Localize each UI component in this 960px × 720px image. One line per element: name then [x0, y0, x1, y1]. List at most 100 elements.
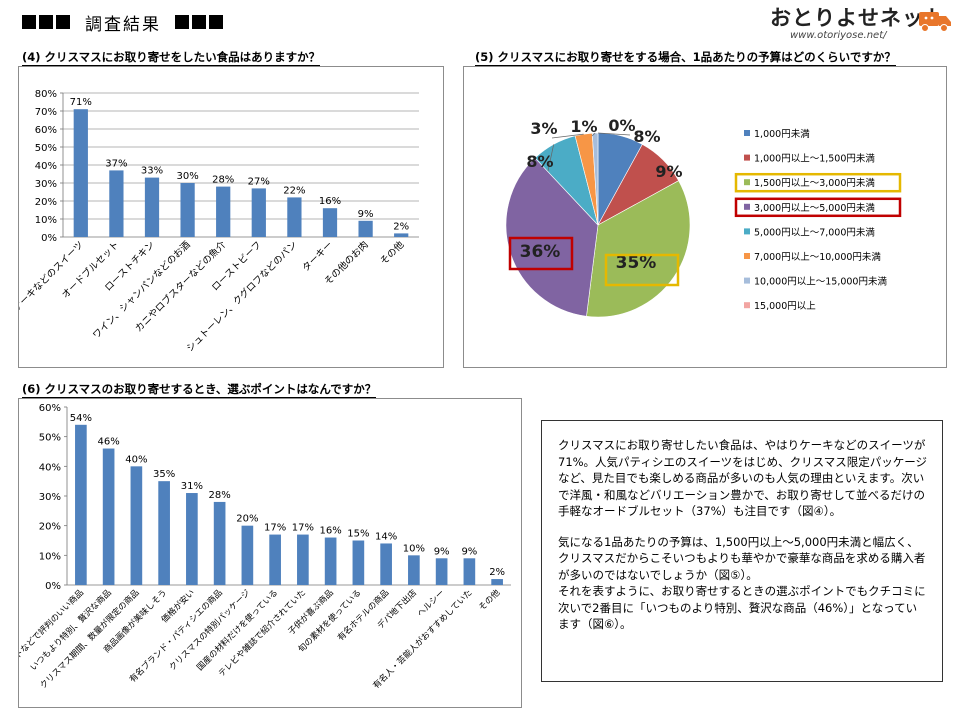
chart6-value-label: 46%: [98, 437, 120, 448]
chart5-leader-line: [547, 144, 555, 172]
chart4-value-label: 16%: [319, 196, 341, 207]
logo-text: おとりよせネット: [770, 6, 946, 30]
chart5-legend-swatch: [744, 179, 750, 186]
chart6-value-label: 31%: [181, 481, 203, 492]
chart5-legend-swatch: [744, 228, 750, 235]
chart6-bar: [75, 424, 87, 585]
chart6-value-label: 17%: [264, 523, 286, 534]
chart6-category-label: 有名ホテルの商品: [335, 587, 391, 643]
chart4-value-label: 2%: [393, 221, 409, 232]
chart5-legend-swatch: [744, 130, 750, 136]
chart6-title: (6) クリスマスのお取り寄せするとき、選ぶポイントはなんですか？: [22, 382, 377, 398]
chart4-svg: 0%10%20%30%40%50%60%70%80%71%ケーキなどのスイーツ3…: [11, 89, 419, 354]
chart5-leader-line: [597, 132, 631, 136]
chart4-y-tick-label: 80%: [35, 89, 57, 100]
chart4-value-label: 22%: [283, 185, 305, 196]
chart6-bar: [408, 555, 420, 585]
chart6-y-tick-label: 30%: [39, 492, 61, 503]
chart5-value-label: 0%: [608, 116, 635, 135]
chart4-value-label: 9%: [358, 209, 374, 220]
chart5-legend-swatch: [744, 203, 750, 210]
chart6-bar: [269, 534, 281, 585]
delivery-truck-icon: [919, 12, 951, 32]
chart6-bar: [435, 558, 448, 585]
chart5-svg: 8% 9% 35% 36% 8% 3% 1% 0% 1,000円未満 1,000円以上～1,500…: [505, 116, 902, 318]
chart5-title: (5) クリスマスにお取り寄せをする場合、1品あたりの予算はどのくらいですか？: [475, 50, 896, 66]
chart6-category-label: 有名人・芸能人がおすすめしていた: [371, 587, 475, 691]
chart6-y-tick-label: 50%: [39, 433, 61, 444]
chart4-panel: 0% 10% 20% 30% 40% 50% 60% 70% 80% 71% ケーキなどのスイーツ 3…: [11, 66, 444, 368]
page-header: 調査結果: [22, 10, 226, 35]
chart4-value-label: 30%: [176, 171, 198, 182]
chart5-value-label: 35%: [616, 253, 657, 273]
chart4-bar: [216, 186, 231, 237]
chart4-value-label: 27%: [248, 176, 270, 187]
chart5-legend-label: 7,000円以上～10,000円未満: [754, 251, 881, 263]
chart6-value-label: 14%: [375, 531, 397, 542]
chart5-highlight-box-35: [604, 253, 680, 287]
chart6-value-label: 35%: [153, 469, 175, 480]
chart6-value-label: 10%: [403, 543, 425, 554]
summary-paragraph-2: 気になる1品あたりの予算は、1,500円以上～5,000円未満と幅広く、クリスマ…: [558, 534, 926, 632]
chart6-bar: [463, 558, 476, 585]
logo-url: www.otoriyose.net/: [790, 30, 887, 41]
chart5-legend-label: 5,000円以上～7,000円未満: [754, 226, 875, 238]
chart5-legend-swatch: [744, 277, 750, 284]
chart5-legend-label: 1,500円以上～3,000円未満: [754, 177, 875, 189]
square-icon: [22, 15, 36, 29]
chart4-bar: [73, 109, 88, 237]
square-icon: [192, 15, 206, 29]
chart6-y-tick-label: 60%: [39, 403, 61, 414]
chart4-bar: [144, 177, 160, 237]
chart4-title: (4) クリスマスにお取り寄せをしたい食品はありますか？: [22, 50, 321, 66]
chart4-bar: [287, 197, 302, 237]
chart5-legend-label: 15,000円以上: [754, 301, 816, 312]
chart5-value-label: 9%: [655, 162, 682, 181]
chart5-legend-label: 10,000円以上～15,000円未満: [754, 276, 887, 288]
chart6-y-tick-label: 40%: [39, 462, 61, 473]
chart4-category-label: ターキー: [300, 239, 335, 274]
chart5-legend-swatch: [744, 154, 750, 161]
chart6-bar: [324, 537, 337, 585]
chart6-bar: [186, 493, 198, 585]
square-icon: [56, 15, 70, 29]
chart4-value-label: 28%: [212, 175, 234, 186]
chart4-bar: [322, 208, 338, 237]
chart4-bar: [251, 188, 266, 237]
chart6-value-label: 28%: [209, 490, 231, 501]
chart6-y-tick-label: 20%: [39, 522, 61, 533]
chart6-value-label: 40%: [125, 454, 147, 465]
chart4-bar: [109, 170, 124, 237]
summary-paragraph-1: クリスマスにお取り寄せしたい食品は、やはりケーキなどのスイーツが71%。人気パテ…: [558, 438, 928, 518]
chart6-bar: [158, 481, 170, 585]
chart4-y-tick-label: 0%: [41, 233, 57, 244]
chart6-bar: [380, 543, 392, 585]
chart6-value-label: 17%: [292, 523, 314, 534]
chart5-panel: 8% 9% 35% 36% 8% 3% 1% 0% 1,000円未満 1,000円以上～1,500…: [463, 66, 947, 368]
chart4-y-tick-label: 10%: [35, 215, 57, 226]
chart4-value-label: 33%: [141, 166, 163, 177]
chart6-y-tick-label: 0%: [45, 581, 61, 592]
chart6-y-tick-label: 10%: [39, 551, 61, 562]
chart5-slice: [586, 180, 691, 318]
chart4-y-tick-label: 50%: [35, 143, 57, 154]
chart5-legend-highlight-yellow: [734, 172, 902, 193]
chart6-value-label: 54%: [70, 413, 92, 424]
chart6-value-label: 15%: [347, 529, 369, 540]
chart6-category-label: その他: [476, 587, 502, 613]
chart5-highlight-box-36: [508, 236, 574, 271]
chart6-svg: 0%10%20%30%40%50%60%54%クチコミサイトなどで評判のいい商品…: [0, 403, 511, 697]
chart6-value-label: 9%: [461, 546, 477, 557]
chart4-y-tick-label: 30%: [35, 179, 57, 190]
chart5-value-label: 36%: [520, 242, 561, 262]
chart4-y-tick-label: 60%: [35, 125, 57, 136]
chart6-panel: 0% 10% 20% 30% 40% 50% 60% 54% クチコミサイトなどで評判のいい商品…: [0, 398, 522, 708]
chart4-bar: [394, 233, 409, 237]
chart6-bar: [213, 501, 226, 585]
chart6-bar: [491, 579, 503, 585]
page-title: 調査結果: [85, 14, 161, 35]
chart5-leader-line: [591, 132, 596, 137]
chart6-category-label: クリスマス期間、数量が限定の商品: [38, 587, 142, 691]
square-icon: [39, 15, 53, 29]
summary-textbox: クリスマスにお取り寄せしたい食品は、やはりケーキなどのスイーツが71%。人気パテ…: [541, 420, 943, 682]
